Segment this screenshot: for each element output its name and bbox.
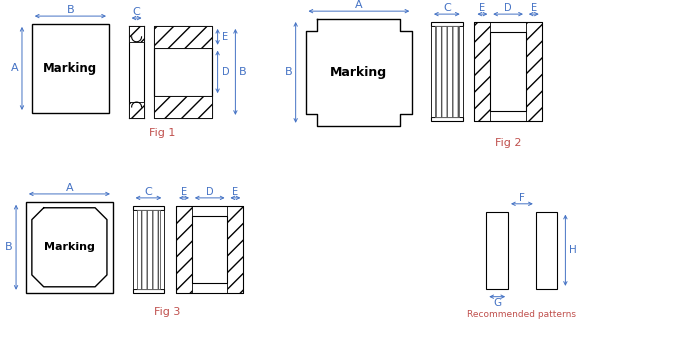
Bar [129, 26, 144, 42]
Text: A: A [66, 183, 74, 193]
Text: H: H [569, 245, 577, 255]
Text: E: E [531, 3, 537, 13]
Text: B: B [66, 5, 74, 15]
Bar [228, 206, 244, 293]
Bar [435, 26, 458, 117]
Bar [475, 22, 490, 121]
Bar [132, 210, 137, 289]
Text: D: D [206, 187, 214, 197]
Bar [536, 212, 557, 289]
Text: C: C [443, 3, 451, 13]
Bar [155, 48, 211, 96]
Bar [155, 26, 211, 48]
Bar [32, 24, 109, 113]
Bar [132, 289, 164, 293]
Text: Fig 1: Fig 1 [149, 128, 176, 138]
Bar [155, 26, 211, 118]
Bar [486, 212, 508, 289]
Text: G: G [494, 298, 501, 307]
Bar [526, 22, 542, 121]
Text: Marking: Marking [330, 66, 388, 79]
Text: E: E [232, 187, 239, 197]
Text: D: D [222, 67, 230, 77]
Bar [26, 202, 113, 293]
Text: Marking: Marking [43, 62, 97, 75]
Text: Fig 2: Fig 2 [495, 138, 522, 148]
Bar [155, 96, 211, 118]
Text: C: C [133, 7, 141, 17]
Bar [431, 22, 463, 26]
Text: F: F [519, 193, 525, 203]
Bar [160, 210, 164, 289]
Text: E: E [480, 3, 486, 13]
Text: A: A [11, 64, 19, 73]
Bar [458, 26, 463, 117]
Bar [176, 206, 244, 293]
Text: A: A [355, 0, 363, 10]
Bar [132, 206, 164, 210]
Text: Fig 3: Fig 3 [154, 307, 181, 317]
Text: B: B [6, 242, 13, 252]
Bar [490, 32, 526, 111]
Bar [136, 210, 160, 289]
Text: Recommended patterns: Recommended patterns [468, 310, 576, 319]
Bar [192, 216, 228, 283]
Text: E: E [223, 32, 229, 42]
Text: D: D [504, 3, 512, 13]
Text: B: B [285, 67, 293, 77]
Bar [475, 22, 542, 121]
Text: Marking: Marking [44, 242, 94, 252]
Bar [431, 26, 435, 117]
Text: C: C [145, 187, 153, 197]
Bar [129, 102, 144, 118]
Text: B: B [239, 67, 246, 77]
Text: E: E [181, 187, 187, 197]
Bar [176, 206, 192, 293]
Bar [431, 117, 463, 121]
